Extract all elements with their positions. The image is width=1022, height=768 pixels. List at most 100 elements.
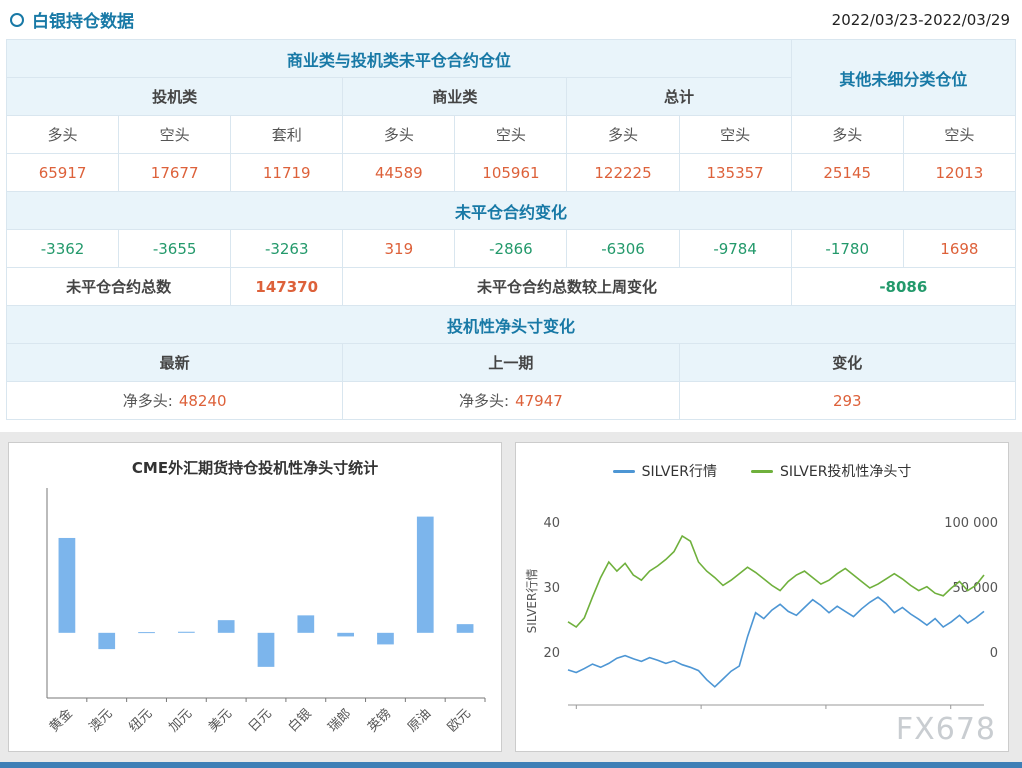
silver-price-line-swatch-icon [612,469,635,473]
bar [217,620,235,633]
table-row-position-values: 65917 17677 11719 44589 105961 122225 13… [5,153,1017,192]
line-chart: 20 30 40 0 50 000 100 000 SILVER行情 [525,516,999,709]
col-header-short: 空头 [118,115,232,154]
group-header-other: 其他未细分类仓位 [790,39,1017,116]
category-label: 瑞郎 [325,706,354,735]
charts-section: CME外汇期货持仓投机性净头寸统计 黄金 澳元 纽元 加元 美元 日元 白银 瑞郎 英镑 原油 欧元… [0,432,1022,762]
right-tick-label: 0 [990,646,998,661]
bar-chart-title: CME外汇期货持仓投机性净头寸统计 [131,459,379,477]
net-col-previous: 上一期 [342,343,680,382]
table-row-change-values: -3362 -3655 -3263 319 -2866 -6306 -9784 … [5,229,1017,268]
col-header-long: 多头 [566,115,680,154]
bar [58,537,76,633]
watermark: FX678 [895,712,996,747]
col-header-long: 多头 [790,115,904,154]
category-label: 原油 [405,706,434,735]
table-row-change-header: 未平仓合约变化 [6,191,1016,230]
bar [456,624,474,633]
col-header-long: 多头 [342,115,456,154]
series-line-0 [567,596,985,688]
bar-chart: 黄金 澳元 纽元 加元 美元 日元 白银 瑞郎 英镑 原油 欧元 [46,488,486,736]
net-latest-value: 48240 [178,392,227,410]
subgroup-total: 总计 [566,77,792,116]
bar [337,632,354,637]
table-row-group-headers: 商业类与投机类未平仓合约仓位 其他未细分类仓位 [6,39,1017,116]
position-value: 25145 [790,153,904,192]
weekly-change-label: 未平仓合约总数较上周变化 [342,267,792,306]
net-col-change: 变化 [678,343,1017,382]
net-latest-cell: 净多头: 48240 [5,381,344,420]
right-tick-label: 50 000 [953,581,999,596]
position-value: 135357 [678,153,792,192]
positions-table: 商业类与投机类未平仓合约仓位 其他未细分类仓位 投机类 商业类 总计 多头 空头… [5,39,1017,420]
col-header-short: 空头 [454,115,568,154]
series-line-1 [567,534,985,629]
bar [377,632,394,645]
table-row-net-columns: 最新 上一期 变化 [5,343,1017,382]
net-latest-label: 净多头: [122,392,173,410]
legend-label-silver-price: SILVER行情 [641,464,717,480]
page-title: 白银持仓数据 [32,12,134,32]
change-value: -9784 [678,229,792,268]
net-change-value: 293 [678,381,1017,420]
left-tick-label: 40 [543,516,560,531]
net-previous-value: 47947 [515,392,563,410]
table-row-subgroups: 投机类 商业类 总计 [5,77,1016,116]
group-header-main: 商业类与投机类未平仓合约仓位 [6,39,792,78]
line-chart-legend: SILVER行情 SILVER投机性净头寸 [516,461,1008,481]
net-position-header: 投机性净头寸变化 [6,305,1016,344]
subgroup-speculative: 投机类 [5,77,344,116]
change-value: -3655 [118,229,232,268]
legend-item-silver-net-position[interactable]: SILVER投机性净头寸 [751,461,911,481]
net-previous-cell: 净多头: 47947 [342,381,680,420]
table-row-col-headers: 多头 空头 套利 多头 空头 多头 空头 多头 空头 [5,115,1017,154]
total-open-interest-value: 147370 [230,267,344,306]
title-bullet-icon [10,12,24,27]
right-tick-label: 100 000 [944,516,998,531]
category-label: 加元 [166,706,195,735]
category-label: 英镑 [365,706,395,736]
position-value: 17677 [118,153,232,192]
left-tick-label: 20 [543,646,560,661]
change-header: 未平仓合约变化 [6,191,1016,230]
total-open-interest-label: 未平仓合约总数 [5,267,232,306]
legend-label-silver-net-position: SILVER投机性净头寸 [780,464,912,480]
change-value: -3362 [5,229,120,268]
bar [138,632,155,634]
change-value: -6306 [566,229,680,268]
col-header-long: 多头 [5,115,120,154]
net-col-latest: 最新 [5,343,344,382]
change-value: -3263 [230,229,344,268]
bar [178,631,195,633]
category-label: 黄金 [46,706,76,736]
legend-item-silver-price[interactable]: SILVER行情 [612,461,717,481]
weekly-change-value: -8086 [790,267,1017,306]
position-value: 12013 [902,153,1017,192]
net-previous-label: 净多头: [459,392,510,410]
bar [98,632,116,650]
col-header-short: 空头 [678,115,792,154]
table-row-net-values: 净多头: 48240 净多头: 47947 293 [5,381,1017,420]
position-value: 65917 [5,153,120,192]
change-value: 1698 [902,229,1017,268]
left-axis-label: SILVER行情 [525,569,539,634]
position-value: 105961 [454,153,568,192]
subgroup-commercial: 商业类 [342,77,568,116]
category-label: 欧元 [445,706,474,735]
col-header-spread: 套利 [230,115,344,154]
category-label: 美元 [206,706,235,735]
bar [297,615,315,633]
category-label: 澳元 [86,706,116,736]
col-header-short: 空头 [902,115,1017,154]
bar [257,632,275,667]
page-title-wrap: 白银持仓数据 [10,7,134,32]
bar [416,516,434,633]
category-label: 纽元 [126,706,155,735]
table-row-net-header: 投机性净头寸变化 [6,305,1016,344]
left-tick-label: 30 [543,581,560,596]
category-label: 日元 [246,706,275,735]
date-range: 2022/03/23-2022/03/29 [831,10,1010,29]
page-header: 白银持仓数据 2022/03/23-2022/03/29 [0,0,1022,37]
change-value: 319 [342,229,456,268]
position-value: 44589 [342,153,456,192]
